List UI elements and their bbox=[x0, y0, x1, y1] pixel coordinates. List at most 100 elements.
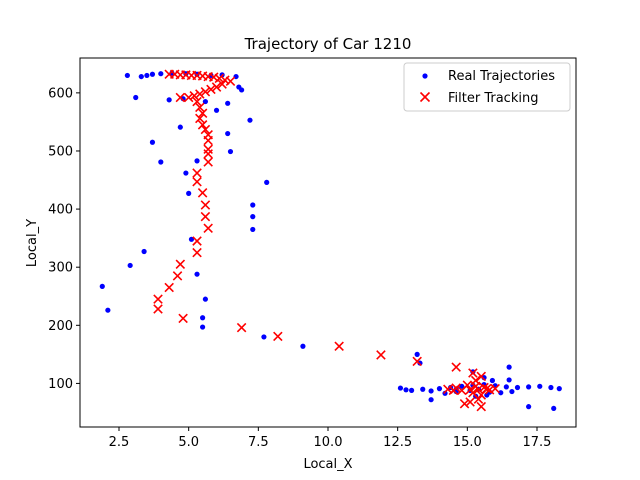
data-point bbox=[397, 385, 404, 391]
legend-box bbox=[403, 62, 571, 112]
data-point bbox=[189, 91, 200, 101]
data-point bbox=[200, 124, 211, 135]
data-point bbox=[200, 86, 211, 97]
data-point bbox=[220, 75, 230, 85]
data-point bbox=[149, 139, 156, 145]
data-point bbox=[183, 92, 194, 103]
plot-area-frame bbox=[79, 57, 577, 428]
data-point bbox=[428, 388, 434, 394]
data-point bbox=[200, 324, 206, 330]
x-tick-label: 2.5 bbox=[109, 435, 130, 450]
data-point bbox=[239, 87, 245, 93]
data-point bbox=[144, 72, 150, 79]
data-point bbox=[177, 124, 183, 130]
data-point bbox=[509, 388, 515, 395]
data-point bbox=[225, 100, 231, 106]
data-point bbox=[264, 179, 270, 185]
data-point bbox=[548, 384, 554, 391]
data-point bbox=[186, 190, 192, 196]
data-point bbox=[334, 341, 344, 351]
data-point bbox=[192, 177, 202, 187]
y-tick-label: 500 bbox=[48, 144, 73, 159]
data-point bbox=[133, 94, 139, 101]
data-point bbox=[178, 313, 188, 324]
data-point bbox=[194, 71, 200, 77]
data-point bbox=[506, 364, 512, 370]
data-point bbox=[468, 368, 478, 378]
data-point bbox=[526, 384, 532, 390]
data-point bbox=[153, 294, 163, 304]
data-point bbox=[192, 168, 202, 178]
data-point bbox=[202, 98, 208, 105]
data-point bbox=[183, 71, 189, 77]
data-point bbox=[206, 84, 216, 95]
data-point bbox=[203, 157, 213, 167]
legend-label-filter: Filter Tracking bbox=[448, 91, 538, 106]
y-tick-label: 600 bbox=[48, 86, 73, 101]
data-point bbox=[105, 307, 111, 313]
data-point bbox=[476, 371, 487, 382]
data-point bbox=[197, 188, 208, 198]
y-tick-label: 100 bbox=[48, 377, 73, 392]
data-point bbox=[225, 76, 236, 87]
data-point bbox=[247, 117, 253, 123]
data-point bbox=[451, 362, 461, 372]
data-point bbox=[175, 259, 186, 270]
data-point bbox=[300, 343, 306, 349]
data-point bbox=[514, 384, 521, 391]
data-point bbox=[158, 159, 164, 165]
x-tick-label: 17.5 bbox=[523, 435, 552, 450]
data-point bbox=[556, 386, 562, 392]
y-tick-label: 400 bbox=[48, 203, 73, 218]
legend-label-real: Real Trajectories bbox=[448, 69, 555, 84]
chart-title: Trajectory of Car 1210 bbox=[244, 35, 412, 53]
data-point bbox=[408, 387, 415, 393]
data-point bbox=[420, 386, 426, 392]
series-real-trajectories bbox=[99, 70, 562, 412]
data-point bbox=[208, 72, 219, 82]
x-tick-label: 12.5 bbox=[383, 435, 412, 450]
data-point bbox=[503, 384, 509, 390]
data-point bbox=[261, 334, 267, 340]
data-point bbox=[202, 296, 208, 302]
data-point bbox=[158, 71, 164, 77]
data-point bbox=[250, 226, 256, 233]
data-point bbox=[217, 79, 227, 89]
y-tick-label: 200 bbox=[48, 319, 73, 334]
data-point bbox=[200, 315, 206, 321]
data-point bbox=[195, 102, 205, 113]
x-tick-label: 5.0 bbox=[178, 435, 199, 450]
data-point bbox=[188, 236, 195, 242]
data-point bbox=[197, 120, 208, 130]
data-point bbox=[526, 404, 532, 410]
data-point bbox=[506, 377, 512, 383]
data-point bbox=[428, 397, 434, 403]
data-point bbox=[203, 223, 213, 234]
data-point bbox=[124, 72, 130, 79]
legend-marker-filter bbox=[419, 91, 431, 103]
data-point bbox=[99, 283, 105, 289]
data-point bbox=[476, 401, 487, 412]
data-point bbox=[484, 385, 495, 395]
data-point bbox=[211, 82, 222, 92]
data-point bbox=[200, 200, 211, 210]
data-point bbox=[489, 377, 496, 384]
data-point bbox=[273, 331, 283, 342]
data-point bbox=[250, 214, 256, 220]
data-point bbox=[194, 158, 200, 164]
series-filter-tracking bbox=[153, 69, 500, 412]
data-point bbox=[192, 247, 202, 258]
data-point bbox=[412, 356, 422, 367]
data-point bbox=[459, 398, 470, 409]
data-point bbox=[479, 382, 489, 393]
data-point bbox=[153, 304, 163, 314]
data-point bbox=[203, 149, 213, 159]
data-point bbox=[456, 385, 467, 396]
data-point bbox=[227, 148, 234, 155]
data-point bbox=[470, 381, 481, 392]
y-axis-label: Local_Y bbox=[25, 219, 40, 267]
data-point bbox=[448, 385, 459, 396]
data-point bbox=[376, 350, 386, 360]
x-tick-label: 10.0 bbox=[314, 435, 343, 450]
